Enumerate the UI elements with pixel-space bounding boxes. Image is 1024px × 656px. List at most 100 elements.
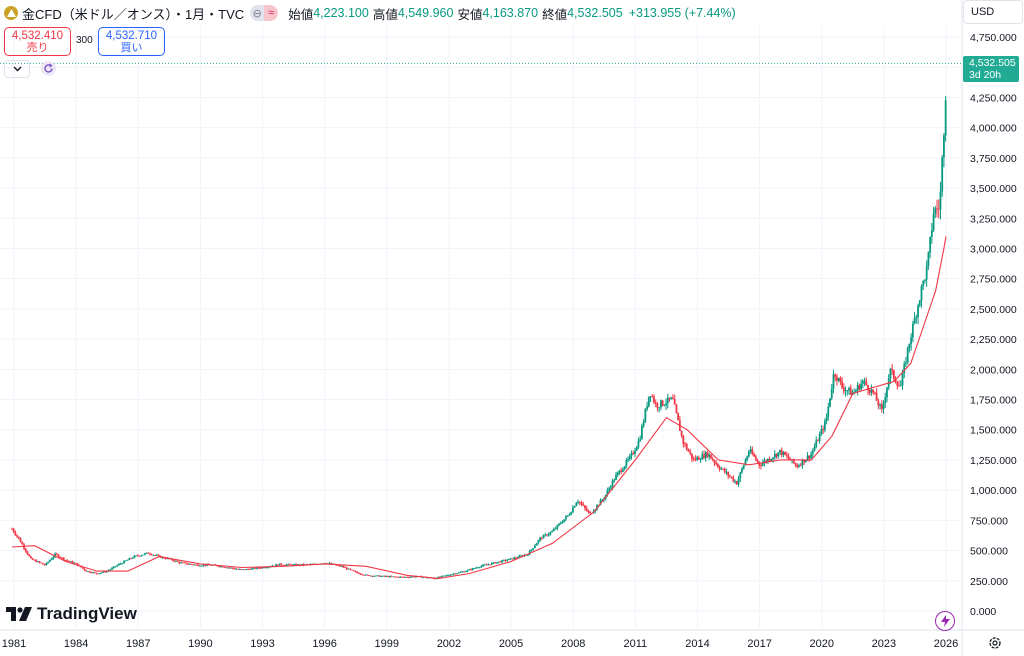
candle-body xyxy=(280,563,283,566)
candle-body xyxy=(35,560,37,563)
candle-body xyxy=(685,444,688,450)
candle-body xyxy=(230,567,233,569)
candle-body xyxy=(868,390,871,393)
candle-body xyxy=(746,456,749,461)
candle-body xyxy=(176,560,179,562)
candle-body xyxy=(761,463,764,466)
candle-body xyxy=(105,571,108,573)
tradingview-logo[interactable]: TradingView xyxy=(6,604,137,624)
candle-body xyxy=(792,459,795,464)
candle-body xyxy=(397,576,400,578)
candle-body xyxy=(846,390,849,392)
candle-body xyxy=(756,459,759,462)
x-tick-label: 1990 xyxy=(188,638,212,650)
gear-icon[interactable] xyxy=(988,636,1002,650)
candle-body xyxy=(30,556,32,559)
candle-body xyxy=(642,421,645,427)
status-pill[interactable]: ⊖ ≈ xyxy=(250,5,279,21)
y-axis[interactable]: 4,750.0004,500.0004,250.0004,000.0003,75… xyxy=(970,32,1017,618)
candle-body xyxy=(383,575,386,577)
candle-body xyxy=(218,566,220,568)
candle-body xyxy=(723,468,726,473)
candle-body xyxy=(173,560,176,562)
candle-body xyxy=(449,574,452,576)
candle-body xyxy=(917,305,919,318)
candle-body xyxy=(870,389,873,393)
y-tick-label: 1,000.000 xyxy=(970,485,1017,497)
candle-body xyxy=(204,564,207,566)
candle-body xyxy=(677,412,680,421)
candle-body xyxy=(751,449,754,455)
candle-body xyxy=(606,490,609,495)
candle-body xyxy=(511,558,514,560)
currency-button[interactable]: USD xyxy=(963,0,1023,24)
candle-body xyxy=(535,543,538,546)
candle-body xyxy=(145,552,148,554)
candle-body xyxy=(188,563,191,565)
lightning-button[interactable] xyxy=(935,611,955,631)
candle-body xyxy=(905,362,907,364)
y-tick-label: 2,000.000 xyxy=(970,364,1017,376)
candle-body xyxy=(742,465,745,469)
candle-body xyxy=(739,472,742,479)
candle-body xyxy=(233,568,236,570)
candle-body xyxy=(64,559,67,561)
candle-body xyxy=(66,560,69,561)
candle-body xyxy=(760,465,762,467)
candle-body xyxy=(250,568,253,570)
candle-body xyxy=(90,572,93,574)
candle-body xyxy=(508,558,510,561)
candle-body xyxy=(701,454,704,460)
candle-body xyxy=(394,576,396,578)
candle-body xyxy=(691,453,693,459)
candle-body xyxy=(822,429,825,430)
candle-body xyxy=(345,567,348,570)
candle-body xyxy=(936,208,938,210)
candle-body xyxy=(646,406,648,410)
candle-body xyxy=(836,376,838,381)
candle-body xyxy=(873,392,876,394)
candle-body xyxy=(651,396,654,398)
candle-body xyxy=(392,576,395,578)
candle-body xyxy=(11,528,13,530)
candle-body xyxy=(33,559,36,561)
candle-body xyxy=(639,439,642,441)
refresh-button[interactable] xyxy=(41,61,56,76)
candle-body xyxy=(28,554,31,557)
candle-body xyxy=(747,451,750,457)
candle-body xyxy=(181,562,184,564)
candle-body xyxy=(337,565,340,566)
candle-body xyxy=(910,337,913,344)
y-tick-label: 750.000 xyxy=(970,515,1008,527)
candle-body xyxy=(808,455,811,459)
candle-body xyxy=(283,565,286,567)
candle-body xyxy=(409,576,412,578)
candle-body xyxy=(730,476,733,478)
candle-body xyxy=(687,449,690,452)
candle-body xyxy=(552,529,555,531)
candle-body xyxy=(349,568,352,570)
candle-body xyxy=(328,563,331,564)
candle-body xyxy=(340,566,343,567)
buy-button[interactable]: 4,532.710 買い xyxy=(98,27,165,56)
collapse-legend-button[interactable] xyxy=(4,60,30,78)
candle-body xyxy=(780,449,783,455)
chevron-down-icon xyxy=(13,66,21,72)
sell-button[interactable]: 4,532.410 売り xyxy=(4,27,71,56)
candle-body xyxy=(461,571,464,573)
candle-body xyxy=(703,454,705,459)
candle-body xyxy=(725,471,728,473)
x-axis[interactable]: 1981 1984 1987 1990 1993 1996 1999 2002 2005 2008… xyxy=(2,638,958,650)
x-tick-label: 2017 xyxy=(747,638,771,650)
candle-body xyxy=(370,575,372,577)
candle-body xyxy=(551,530,554,533)
candle-body xyxy=(452,573,455,575)
candle-body xyxy=(670,397,673,400)
candle-body xyxy=(128,558,131,560)
candle-body xyxy=(537,540,540,544)
candle-body xyxy=(640,426,643,440)
symbol-title[interactable]: 金CFD（米ドル／オンス）・1月・TVC xyxy=(22,6,245,22)
candle-body xyxy=(490,563,493,565)
candle-body xyxy=(55,553,58,555)
